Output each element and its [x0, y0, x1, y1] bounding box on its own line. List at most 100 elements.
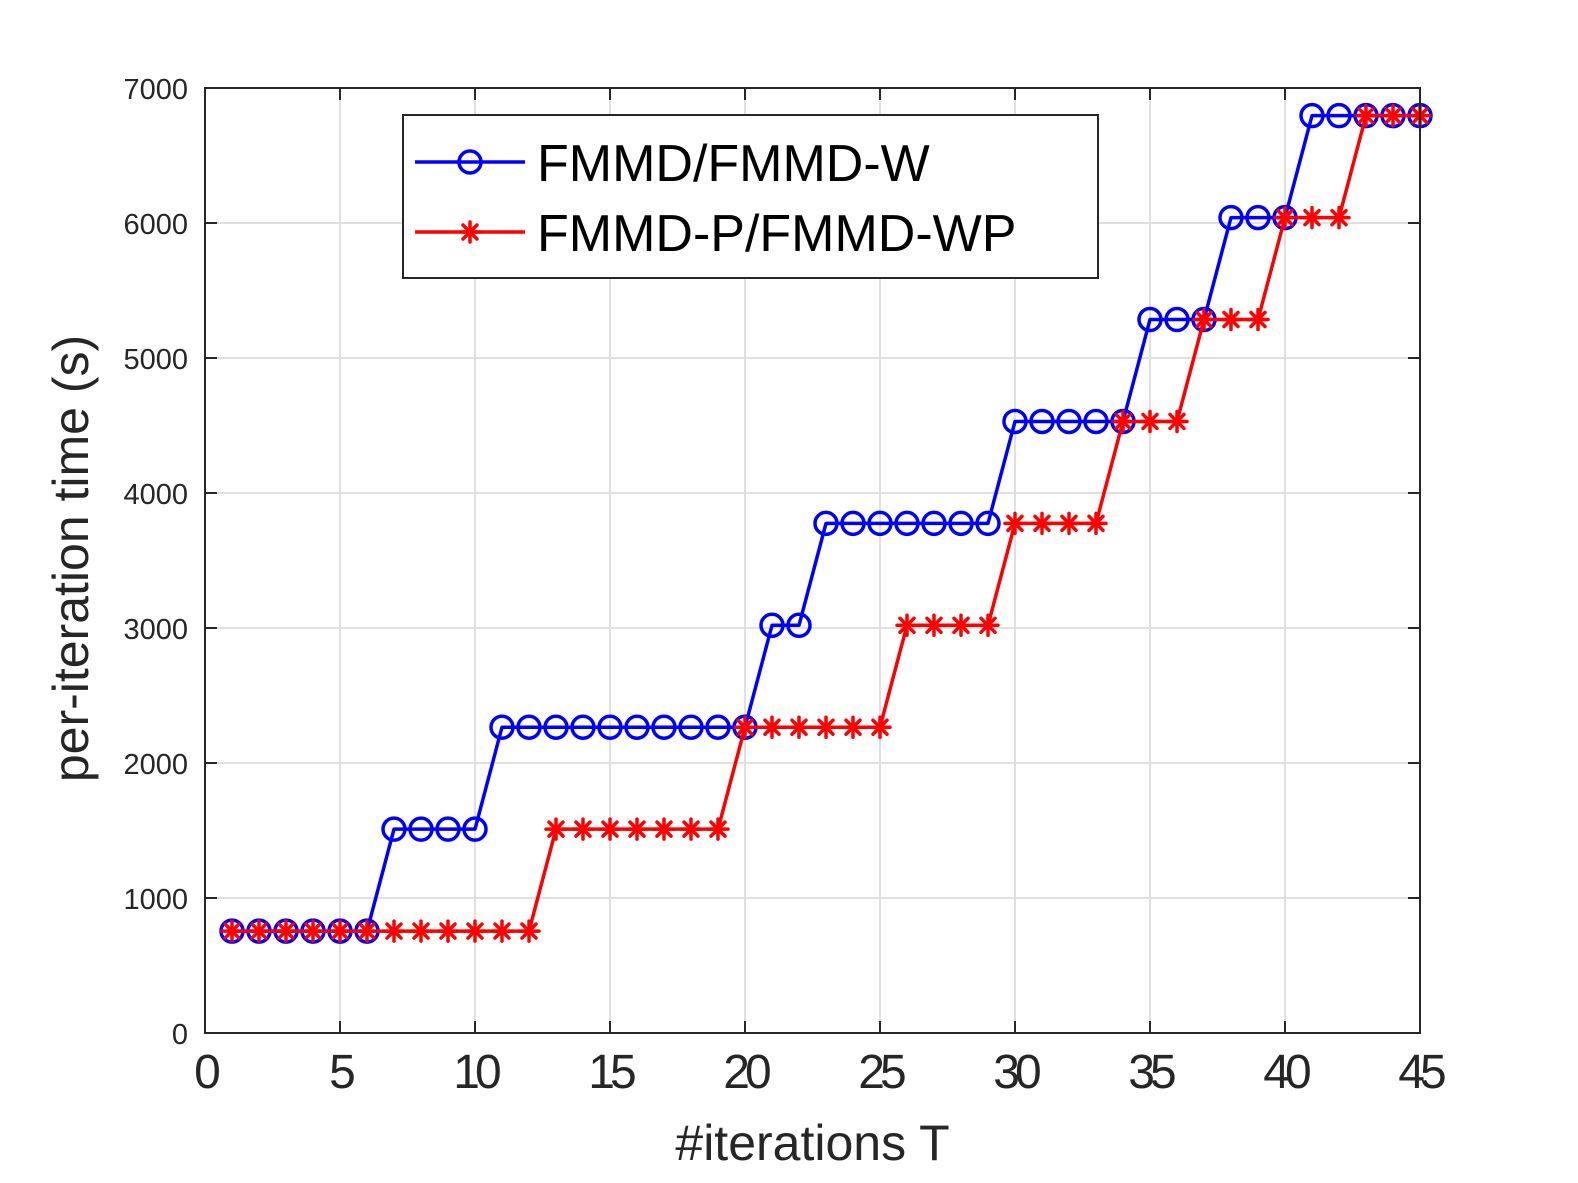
asterisk-stroke — [1033, 514, 1051, 533]
asterisk-stroke — [250, 922, 268, 940]
data-point — [949, 613, 973, 638]
y-tick-label: 0 — [172, 1019, 188, 1051]
data-point — [976, 613, 1000, 638]
asterisk-stroke — [1249, 310, 1267, 329]
x-tick-label: 10 — [453, 1046, 500, 1099]
x-tick-label: 25 — [858, 1046, 905, 1099]
asterisk-stroke — [574, 820, 592, 838]
data-point — [543, 714, 569, 740]
data-point — [1057, 511, 1081, 536]
asterisk-stroke — [628, 820, 646, 838]
y-tick-labels: 0 1000 2000 3000 4000 5000 6000 7000 — [123, 74, 188, 1051]
data-point — [1111, 409, 1135, 434]
asterisk-stroke — [520, 922, 538, 940]
asterisk-stroke — [439, 922, 457, 940]
data-point — [1003, 511, 1027, 536]
series-red — [220, 103, 1432, 943]
data-point — [814, 715, 838, 739]
data-point — [813, 510, 839, 537]
data-point — [1138, 409, 1162, 434]
y-axis-label: per-iteration time (s) — [43, 335, 99, 782]
data-point — [733, 715, 757, 739]
data-point — [489, 714, 515, 740]
y-tick-label: 4000 — [123, 479, 188, 511]
data-point — [1354, 103, 1378, 128]
x-tick-label: 15 — [588, 1046, 635, 1099]
data-point — [759, 612, 785, 639]
data-point — [786, 612, 812, 639]
data-point — [1327, 205, 1351, 230]
data-point — [247, 919, 271, 943]
data-point — [1029, 408, 1055, 435]
data-point — [679, 817, 703, 841]
asterisk-stroke — [1195, 310, 1213, 329]
data-point — [517, 919, 541, 943]
asterisk-stroke — [682, 820, 700, 838]
data-point — [544, 817, 568, 841]
data-point — [1299, 102, 1325, 129]
asterisk-stroke — [1060, 514, 1078, 533]
data-point — [1219, 307, 1243, 332]
asterisk-stroke — [655, 820, 673, 838]
asterisk-stroke — [1006, 514, 1024, 533]
asterisk-stroke — [817, 718, 835, 736]
legend-marker-shape — [457, 149, 483, 175]
asterisk-stroke — [223, 922, 241, 940]
asterisk-stroke — [331, 922, 349, 940]
x-tick-label: 20 — [723, 1046, 770, 1099]
data-point — [867, 510, 893, 537]
data-point — [787, 715, 811, 739]
x-tick-label: 0 — [194, 1046, 219, 1099]
asterisk-stroke — [979, 616, 997, 635]
data-point — [598, 817, 622, 841]
data-point — [760, 715, 784, 739]
tick-marks — [204, 87, 1421, 1034]
asterisk-stroke — [1222, 310, 1240, 329]
asterisk-stroke — [1384, 106, 1402, 125]
data-point — [678, 714, 704, 740]
data-point — [868, 715, 892, 739]
data-point — [274, 919, 298, 943]
data-point — [1030, 511, 1054, 536]
asterisk-stroke — [466, 922, 484, 940]
y-tick-label: 1000 — [123, 884, 188, 916]
asterisk-stroke — [493, 922, 511, 940]
plot-area-frame — [204, 87, 1421, 1034]
data-point — [1192, 307, 1216, 332]
data-point — [922, 613, 946, 638]
data-point — [381, 816, 407, 842]
x-tick-label: 30 — [993, 1046, 1040, 1099]
legend-box — [402, 114, 1099, 279]
asterisk-stroke — [1141, 412, 1159, 431]
data-point — [651, 714, 677, 740]
y-tick-label: 5000 — [123, 344, 188, 376]
data-point — [840, 510, 866, 537]
data-point — [1326, 102, 1352, 129]
data-point — [463, 919, 487, 943]
data-point — [841, 715, 865, 739]
data-point — [1245, 204, 1271, 231]
asterisk-stroke — [790, 718, 808, 736]
asterisk-stroke — [871, 718, 889, 736]
asterisk-stroke — [898, 616, 916, 635]
data-point — [1083, 408, 1109, 435]
asterisk-stroke — [358, 922, 376, 940]
data-point — [975, 510, 1001, 537]
data-point — [625, 817, 649, 841]
data-point — [705, 714, 731, 740]
asterisk-stroke — [1330, 208, 1348, 227]
series-layer — [219, 102, 1433, 944]
legend-marker-shape — [458, 220, 482, 244]
asterisk-stroke — [709, 820, 727, 838]
data-point — [1381, 103, 1405, 128]
asterisk-stroke — [547, 820, 565, 838]
asterisk-stroke — [461, 223, 479, 241]
data-point — [436, 919, 460, 943]
data-point — [409, 919, 433, 943]
y-tick-label: 6000 — [123, 209, 188, 241]
asterisk-stroke — [601, 820, 619, 838]
data-point — [1273, 205, 1297, 230]
data-point — [516, 714, 542, 740]
